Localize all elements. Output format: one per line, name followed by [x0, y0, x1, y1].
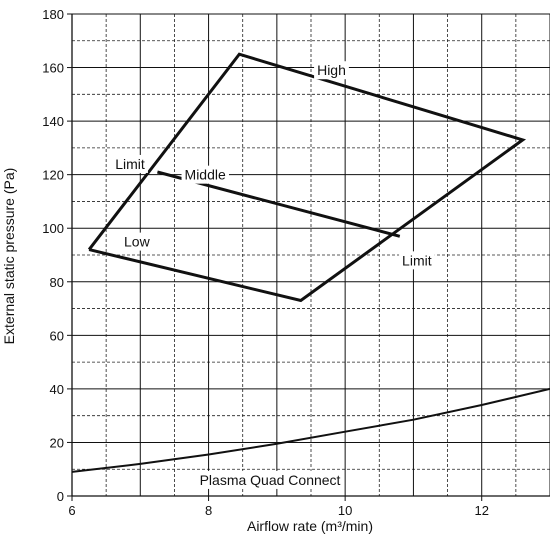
- x-tick-label: 10: [338, 503, 352, 518]
- annotation-label-4: Limit: [402, 252, 432, 268]
- y-tick-label: 180: [42, 7, 64, 22]
- annotation-backing: [196, 470, 344, 489]
- y-tick-label: 0: [57, 489, 64, 504]
- annotation-label-5: Plasma Quad Connect: [200, 472, 341, 488]
- annotation-backing: [181, 165, 229, 184]
- x-tick-label: 6: [68, 503, 75, 518]
- y-tick-label: 160: [42, 61, 64, 76]
- grid-minor: [72, 14, 550, 496]
- annotation-backing: [399, 251, 435, 270]
- annotation-layer: High Middle Low Limit Limit Plasma Quad Conne…: [112, 61, 435, 489]
- y-tick-label: 40: [50, 382, 64, 397]
- y-tick-label: 120: [42, 168, 64, 183]
- annotation-backing: [314, 61, 349, 80]
- annotation-label-2: Low: [124, 234, 151, 250]
- x-axis-title: Airflow rate (m³/min): [247, 518, 373, 534]
- y-tick-label: 100: [42, 221, 64, 236]
- y-tick-label: 80: [50, 275, 64, 290]
- series-line-2: [71, 387, 550, 473]
- y-tick-label: 60: [50, 328, 64, 343]
- y-tick-label: 20: [50, 435, 64, 450]
- x-tick-label: 8: [205, 503, 212, 518]
- y-axis-title: External static pressure (Pa): [1, 168, 17, 345]
- grid-major: [71, 13, 550, 497]
- annotation-label-3: Limit: [115, 156, 145, 172]
- series-line-0: [87, 52, 527, 303]
- annotation-label-0: High: [317, 62, 346, 78]
- y-tick-label: 140: [42, 114, 64, 129]
- annotation-label-1: Middle: [185, 167, 226, 183]
- annotation-backing: [112, 154, 148, 173]
- x-tick-label: 12: [474, 503, 488, 518]
- annotation-backing: [121, 232, 154, 251]
